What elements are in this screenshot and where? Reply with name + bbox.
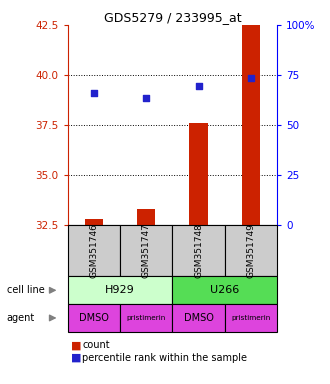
Text: pristimerin: pristimerin: [127, 315, 166, 321]
Bar: [137, 209, 155, 225]
Text: GSM351749: GSM351749: [247, 223, 255, 278]
Text: H929: H929: [105, 285, 135, 295]
Point: [144, 95, 149, 101]
Bar: [189, 123, 208, 225]
Text: GSM351748: GSM351748: [194, 223, 203, 278]
Text: ■: ■: [71, 353, 82, 363]
Text: DMSO: DMSO: [79, 313, 109, 323]
Point: [248, 75, 254, 81]
Point: [196, 83, 201, 89]
Text: percentile rank within the sample: percentile rank within the sample: [82, 353, 248, 363]
Text: agent: agent: [7, 313, 35, 323]
Text: cell line: cell line: [7, 285, 44, 295]
Text: GSM351747: GSM351747: [142, 223, 151, 278]
Text: pristimerin: pristimerin: [231, 315, 271, 321]
Text: DMSO: DMSO: [184, 313, 214, 323]
Title: GDS5279 / 233995_at: GDS5279 / 233995_at: [104, 11, 241, 24]
Text: ■: ■: [71, 340, 82, 350]
Text: U266: U266: [210, 285, 240, 295]
Text: count: count: [82, 340, 110, 350]
Bar: [242, 25, 260, 225]
Text: GSM351746: GSM351746: [89, 223, 98, 278]
Point: [91, 90, 96, 96]
Bar: [85, 218, 103, 225]
